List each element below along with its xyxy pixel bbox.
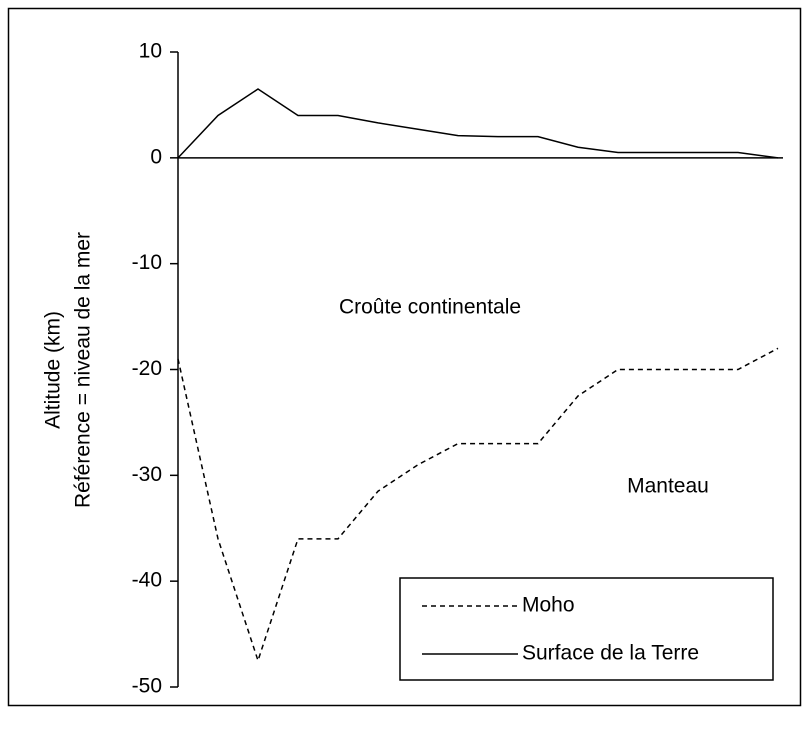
y-tick-label: 0 [150, 145, 162, 168]
y-tick-label: -40 [132, 569, 162, 592]
legend-label: Surface de la Terre [522, 642, 699, 665]
annotation: Manteau [627, 475, 709, 498]
y-axis-label: Altitude (km) [42, 311, 65, 429]
y-tick-label: -50 [132, 675, 162, 698]
line-series [177, 347, 779, 663]
line-series [177, 88, 779, 159]
legend-box [399, 577, 774, 681]
annotation: Croûte continentale [339, 296, 521, 319]
y-tick-label: -30 [132, 463, 162, 486]
legend-label: Moho [522, 594, 575, 617]
y-tick-label: 10 [139, 40, 162, 63]
y-axis-label: Référence = niveau de la mer [72, 232, 95, 508]
y-tick-label: -20 [132, 357, 162, 380]
y-tick-label: -10 [132, 251, 162, 274]
